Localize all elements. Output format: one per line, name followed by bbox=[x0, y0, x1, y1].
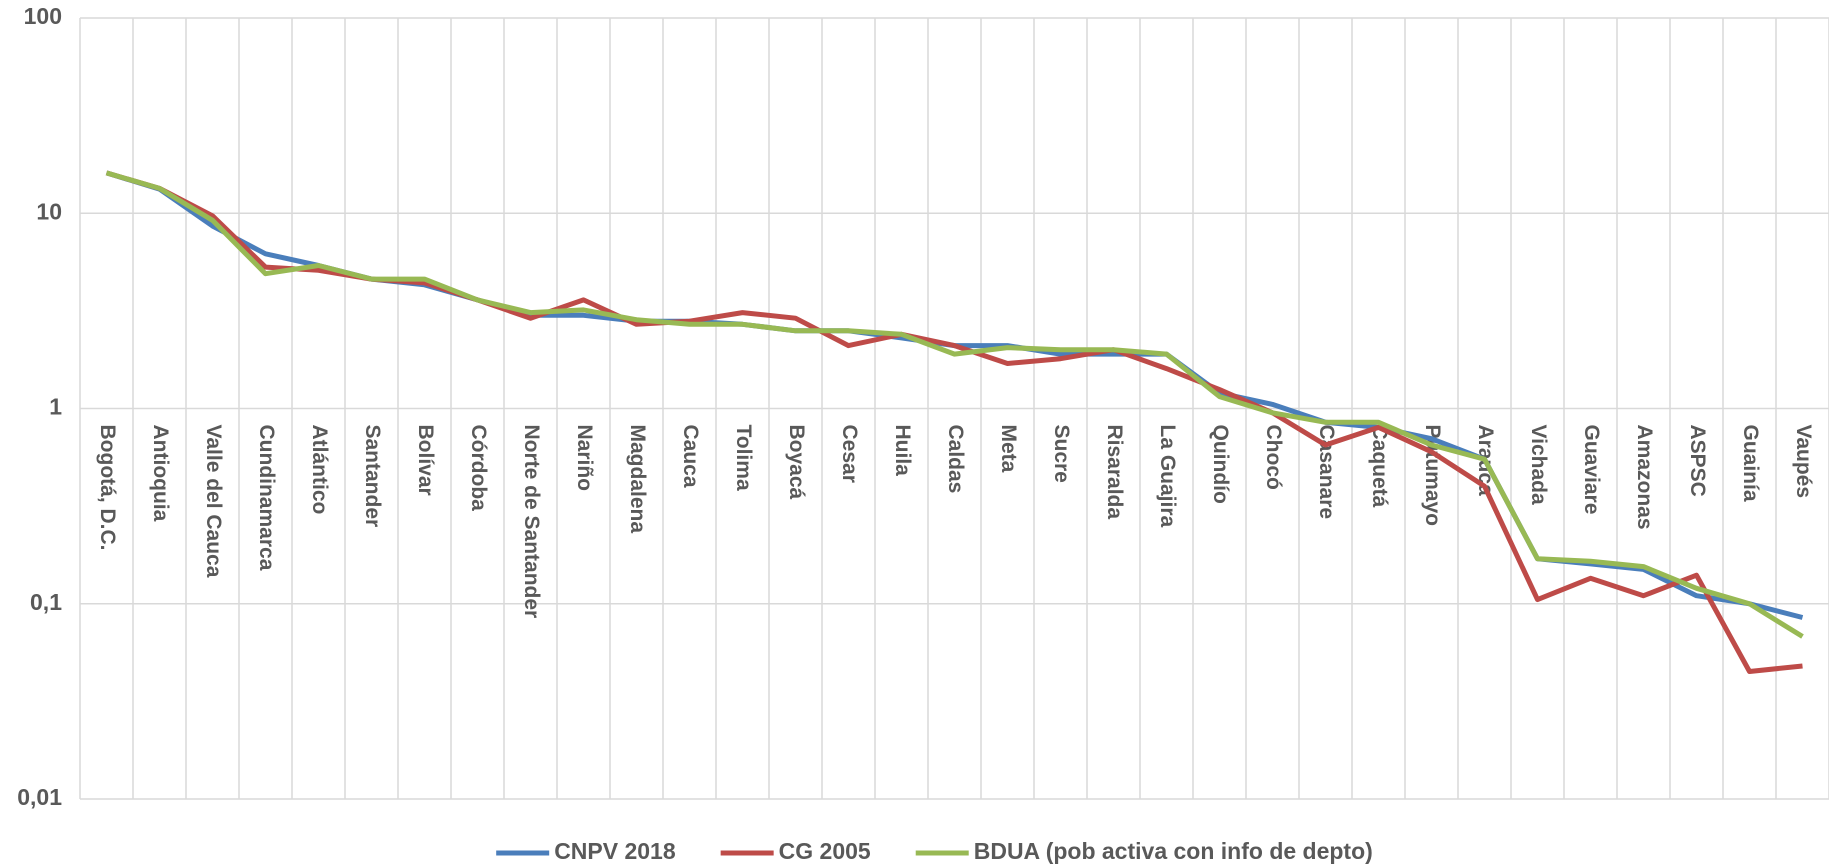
x-tick-label: Vichada bbox=[1527, 425, 1550, 505]
x-tick-label: Norte de Santander bbox=[520, 425, 543, 619]
x-tick-label: Antioquia bbox=[149, 425, 172, 522]
x-tick-label: Bogotá, D.C. bbox=[96, 425, 119, 551]
x-tick-label: La Guajira bbox=[1156, 425, 1179, 528]
x-tick-label: Córdoba bbox=[467, 425, 490, 512]
x-tick-label: Guainía bbox=[1739, 425, 1762, 502]
x-tick-label: Boyacá bbox=[785, 425, 808, 500]
y-tick-label: 100 bbox=[24, 3, 62, 29]
legend-label: BDUA (pob activa con info de depto) bbox=[974, 838, 1373, 864]
y-tick-label: 1 bbox=[49, 394, 62, 420]
x-tick-label: Nariño bbox=[573, 425, 596, 492]
x-tick-label: Magdalena bbox=[626, 425, 649, 534]
legend-label: CG 2005 bbox=[779, 838, 871, 864]
x-tick-label: Bolívar bbox=[414, 425, 437, 496]
legend-label: CNPV 2018 bbox=[554, 838, 676, 864]
series-line bbox=[105, 170, 1804, 620]
x-tick-label: Casanare bbox=[1315, 425, 1338, 520]
x-tick-label: Atlántico bbox=[308, 425, 331, 515]
x-tick-label: Huila bbox=[891, 425, 914, 477]
x-tick-label: Caquetá bbox=[1368, 425, 1391, 508]
x-tick-label: Vaupés bbox=[1792, 425, 1815, 499]
x-tick-label: Santander bbox=[361, 425, 384, 528]
x-tick-label: Caldas bbox=[944, 425, 967, 494]
x-tick-label: Quindío bbox=[1209, 425, 1232, 504]
y-tick-label: 0,01 bbox=[17, 784, 62, 810]
series-line bbox=[105, 170, 1804, 639]
x-tick-label: Guaviare bbox=[1580, 425, 1603, 515]
x-tick-label: Amazonas bbox=[1633, 425, 1656, 530]
x-tick-label: ASPSC bbox=[1686, 425, 1709, 497]
y-tick-label: 0,1 bbox=[30, 589, 62, 615]
x-tick-label: Cundinamarca bbox=[255, 425, 278, 571]
x-tick-label: Valle del Cauca bbox=[202, 425, 225, 578]
x-tick-label: Meta bbox=[997, 425, 1020, 473]
x-tick-label: Sucre bbox=[1050, 425, 1073, 483]
series-line bbox=[105, 170, 1803, 674]
y-tick-label: 10 bbox=[36, 198, 62, 224]
x-tick-label: Cauca bbox=[679, 425, 702, 488]
x-tick-label: Risaralda bbox=[1103, 425, 1126, 520]
x-tick-label: Chocó bbox=[1262, 425, 1285, 490]
x-tick-label: Tolima bbox=[732, 425, 755, 491]
x-tick-label: Cesar bbox=[838, 425, 861, 483]
